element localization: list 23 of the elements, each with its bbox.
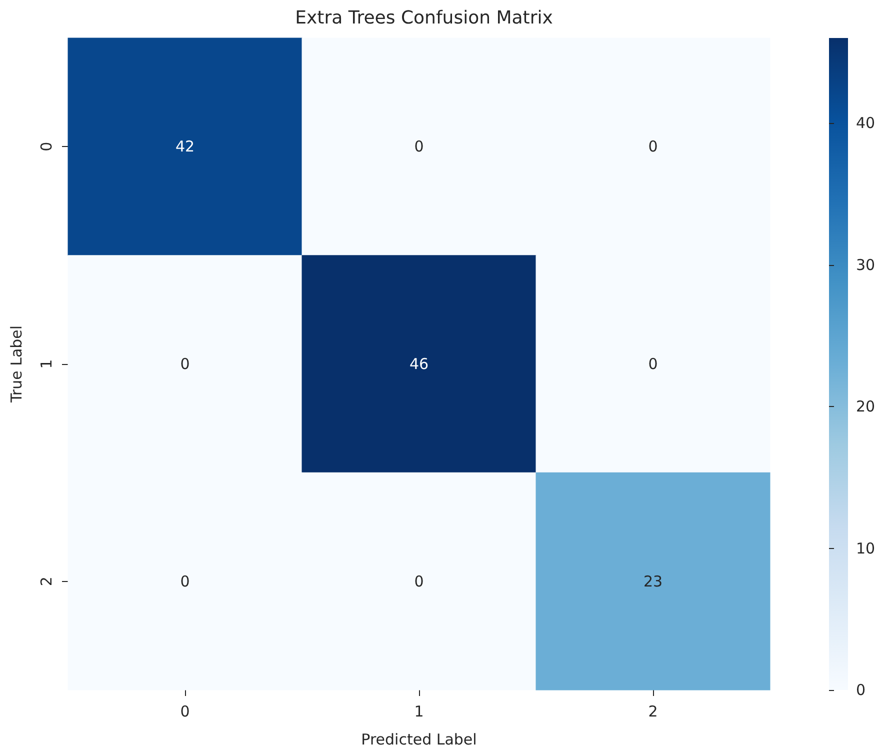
color-bar-label: 30 <box>856 256 876 274</box>
data-label: 0 <box>648 355 658 373</box>
data-label: 0 <box>180 572 190 590</box>
data-label: 42 <box>175 138 195 156</box>
color-bar-label: 40 <box>856 114 876 132</box>
color-bar-label: 0 <box>856 681 866 699</box>
data-label: 0 <box>648 138 658 156</box>
data-label: 0 <box>414 138 424 156</box>
data-label: 0 <box>180 355 190 373</box>
data-label: 46 <box>409 355 429 373</box>
y-axis-title: True Label <box>8 325 26 404</box>
color-bar-label: 10 <box>856 539 876 558</box>
x-tick-label: 1 <box>414 702 424 720</box>
data-label: 0 <box>414 572 424 590</box>
x-tick-label: 2 <box>648 702 658 720</box>
data-label: 23 <box>643 572 663 590</box>
x-axis-title: Predicted Label <box>361 730 477 748</box>
x-tick-label: 0 <box>180 702 190 720</box>
y-tick-label: 2 <box>38 576 56 586</box>
color-bar-label: 20 <box>856 398 876 416</box>
y-tick-label: 1 <box>38 359 56 369</box>
y-tick-label: 0 <box>38 142 56 152</box>
chart-title: Extra Trees Confusion Matrix <box>295 8 554 28</box>
